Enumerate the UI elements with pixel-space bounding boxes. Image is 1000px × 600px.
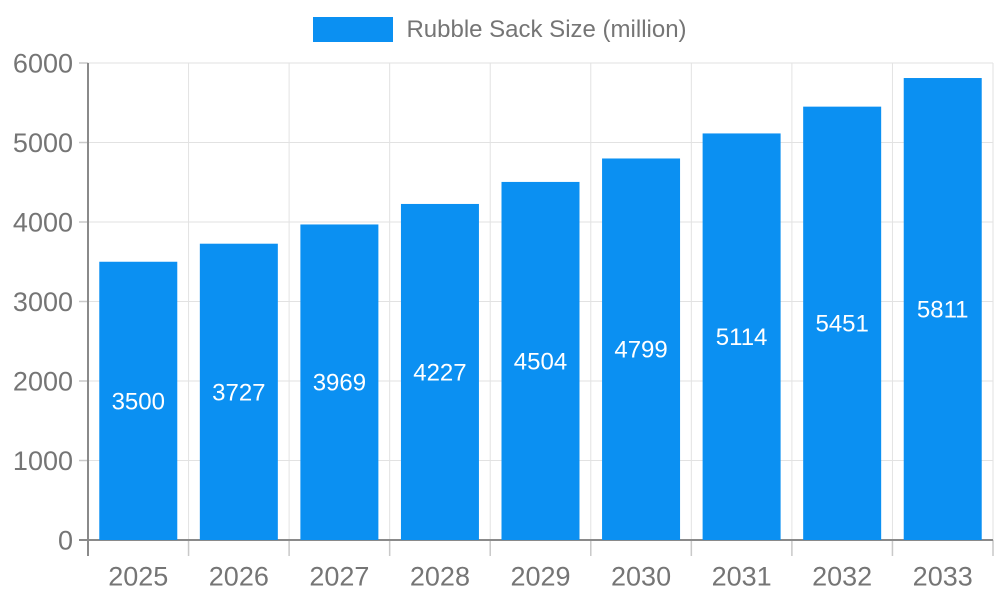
y-tick-label: 0 — [58, 525, 73, 555]
bar-value-label: 4504 — [514, 348, 567, 375]
bar-2033[interactable] — [903, 78, 982, 540]
y-tick-label: 6000 — [13, 48, 73, 78]
bar-2027[interactable] — [300, 224, 379, 541]
legend-swatch — [313, 17, 394, 42]
y-tick-label: 2000 — [13, 366, 73, 396]
x-tick-label: 2030 — [611, 561, 671, 591]
bar-value-label: 5811 — [917, 296, 969, 323]
bar-value-label: 5114 — [716, 324, 768, 351]
x-tick-label: 2033 — [913, 561, 973, 591]
bar-2029[interactable] — [501, 181, 580, 540]
y-tick-label: 1000 — [13, 446, 73, 476]
bar-2025[interactable] — [99, 261, 178, 540]
legend-label: Rubble Sack Size (million) — [406, 16, 687, 43]
bar-value-label: 4799 — [614, 337, 667, 364]
x-tick-label: 2029 — [510, 561, 570, 591]
bar-2026[interactable] — [199, 243, 278, 541]
bar-value-label: 4227 — [413, 359, 466, 386]
x-tick-label: 2026 — [209, 561, 269, 591]
y-tick-label: 5000 — [13, 128, 73, 158]
x-tick-label: 2027 — [309, 561, 369, 591]
bar-2031[interactable] — [702, 133, 781, 540]
y-tick-label: 4000 — [13, 207, 73, 237]
x-tick-label: 2028 — [410, 561, 470, 591]
bar-value-label: 3500 — [112, 388, 165, 415]
x-tick-label: 2031 — [712, 561, 772, 591]
x-tick-label: 2032 — [812, 561, 872, 591]
bar-2030[interactable] — [602, 158, 681, 541]
bar-2028[interactable] — [400, 203, 479, 541]
chart-legend[interactable]: Rubble Sack Size (million) — [0, 17, 1000, 42]
bar-2032[interactable] — [803, 106, 882, 540]
bar-value-label: 3969 — [313, 370, 366, 397]
y-tick-label: 3000 — [13, 287, 73, 317]
x-tick-label: 2025 — [108, 561, 168, 591]
bar-value-label: 5451 — [815, 311, 868, 338]
bar-value-label: 3727 — [212, 379, 265, 406]
